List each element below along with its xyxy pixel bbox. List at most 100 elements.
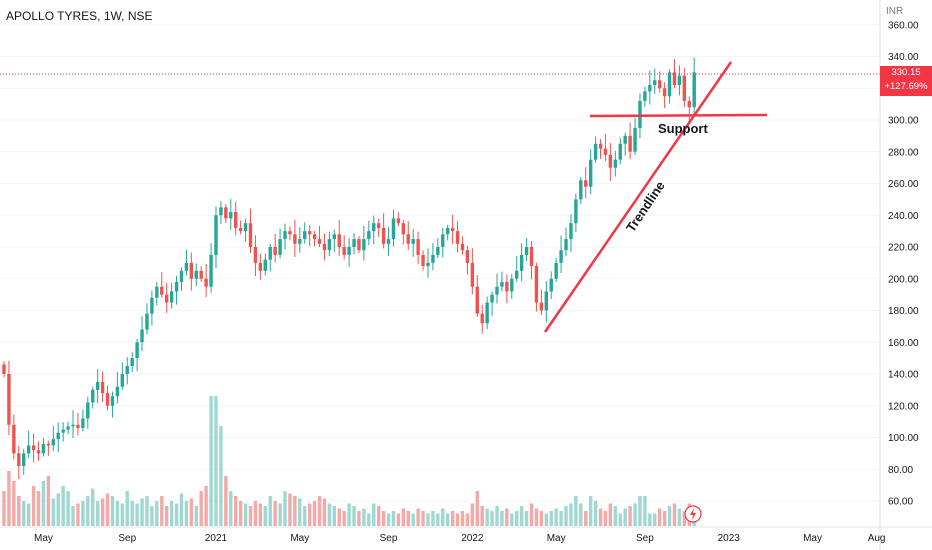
volume-bar <box>534 508 539 526</box>
volume-bar <box>312 501 317 526</box>
candle-body <box>76 424 80 428</box>
candle-body <box>229 212 233 219</box>
candle-body <box>288 231 292 235</box>
volume-bar <box>120 503 125 526</box>
volume-bar <box>61 486 65 526</box>
volume-bar <box>283 491 287 526</box>
volume-bar <box>446 513 450 526</box>
x-tick-label: 2023 <box>718 533 741 544</box>
candle-body <box>406 234 410 244</box>
volume-bar <box>539 511 544 526</box>
volume-bar <box>618 513 622 526</box>
volume-bar <box>204 486 208 526</box>
candle-body <box>219 207 223 216</box>
candle-body <box>559 250 563 263</box>
candle-body <box>628 135 632 152</box>
candle-body <box>174 281 179 292</box>
volume-bar <box>219 426 223 526</box>
candle-body <box>692 72 696 108</box>
candle-body <box>209 254 213 287</box>
volume-bar <box>238 501 243 526</box>
volume-bar <box>337 508 341 526</box>
volume-bar <box>268 496 272 526</box>
volume-bar <box>450 511 455 526</box>
candle-body <box>593 143 598 160</box>
candle-body <box>56 432 60 440</box>
candle-body <box>253 247 258 263</box>
volume-bar <box>105 493 110 526</box>
candle-body <box>648 85 652 92</box>
candle-body <box>376 223 381 228</box>
volume-bar <box>352 506 356 526</box>
candle-body <box>579 180 583 200</box>
volume-bar <box>66 491 70 526</box>
candle-body <box>91 389 95 403</box>
candle-body <box>46 443 51 446</box>
volume-bar <box>209 396 213 526</box>
volume-bar <box>155 501 159 526</box>
candle-body <box>7 374 11 425</box>
volume-bar <box>436 513 440 526</box>
candle-body <box>160 286 164 295</box>
candle-body <box>115 386 120 397</box>
volume-bar <box>26 503 31 526</box>
volume-bar <box>495 506 499 526</box>
candle-body <box>672 72 677 86</box>
lightning-icon[interactable] <box>684 505 702 523</box>
volume-bar <box>515 511 519 526</box>
candle-body <box>455 231 460 244</box>
candle-body <box>189 262 194 279</box>
y-tick-label: 240.00 <box>888 211 919 222</box>
volume-bar <box>505 508 509 526</box>
volume-bar <box>643 496 647 526</box>
candle-body <box>51 439 55 446</box>
candle-body <box>515 270 519 279</box>
candle-body <box>234 212 238 228</box>
volume-bar <box>579 503 583 526</box>
volume-bar <box>81 501 85 526</box>
candle-body <box>248 223 253 247</box>
candle-body <box>303 231 307 240</box>
support-label: Support <box>658 121 708 136</box>
candle-body <box>677 75 682 86</box>
volume-bar <box>46 476 51 526</box>
volume-bar <box>584 511 588 526</box>
candle-body <box>194 270 198 279</box>
volume-bar <box>347 503 351 526</box>
candle-body <box>667 72 672 97</box>
volume-bar <box>421 511 425 526</box>
candle-body <box>470 262 475 287</box>
volume-bar <box>391 511 396 526</box>
candle-body <box>372 223 376 232</box>
candle-body <box>613 159 618 168</box>
candle-body <box>544 291 548 311</box>
candle-body <box>386 239 391 244</box>
x-tick-label: May <box>290 533 309 544</box>
support-line <box>589 113 768 118</box>
x-tick-label: May <box>547 533 566 544</box>
volume-bar <box>234 496 238 526</box>
candle-body <box>258 262 263 271</box>
volume-bar <box>593 501 598 526</box>
x-tick-label: Aug <box>868 533 886 544</box>
currency-label: INR <box>886 6 904 17</box>
y-tick-label: 120.00 <box>888 401 919 412</box>
candlesticks <box>2 57 696 480</box>
x-tick-label: May <box>34 533 53 544</box>
candle-body <box>598 143 603 149</box>
candle-body <box>263 259 267 271</box>
volume-bar <box>293 496 297 526</box>
candle-body <box>421 254 425 267</box>
volume-bar <box>357 511 361 526</box>
volume-bar <box>559 511 563 526</box>
candle-body <box>465 250 470 263</box>
volume-bar <box>100 498 105 526</box>
volume-bar <box>682 511 687 526</box>
volume-bar <box>17 496 21 526</box>
volume-bar <box>322 498 327 526</box>
volume-bar <box>273 501 277 526</box>
volume-bar <box>179 493 184 526</box>
volume-bar <box>588 496 593 526</box>
volume-bar <box>519 506 524 526</box>
